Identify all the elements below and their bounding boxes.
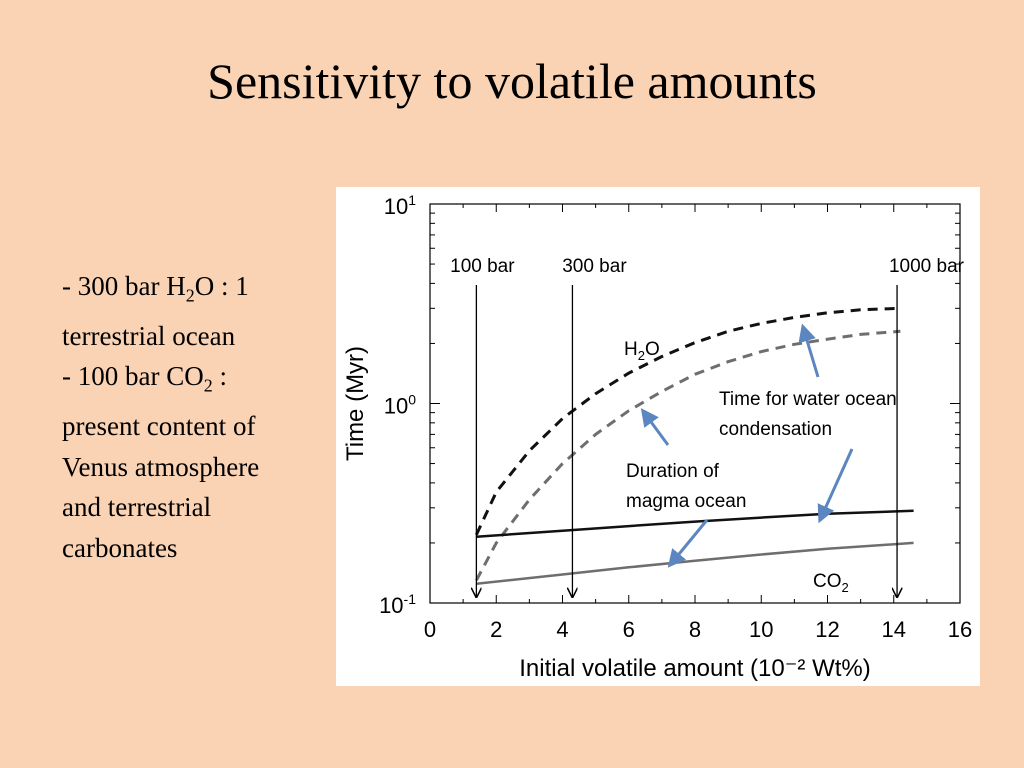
y-tick-label: 100: [384, 392, 416, 419]
arrow-magma-to-dashed: [640, 408, 670, 446]
series-line-solid-gray: [476, 541, 914, 585]
magma-annotation-line1: Duration of: [626, 461, 720, 482]
magma-annotation-line2: magma ocean: [626, 491, 746, 512]
series-line-dashed-black: [475, 306, 901, 536]
note-300-bar: - 300 bar H2O : 1 terrestrial ocean: [62, 266, 302, 356]
note-300-suffix: O :: [194, 271, 229, 301]
slide-title: Sensitivity to volatile amounts: [207, 53, 817, 109]
note-100-rest: present content of Venus atmosphere and …: [62, 411, 260, 563]
note-300-rest: 1 terrestrial ocean: [62, 271, 249, 351]
y-tick-label: 10-1: [379, 591, 416, 618]
x-tick-label: 8: [689, 617, 701, 642]
marker-label: 300 bar: [562, 256, 627, 277]
chart-svg: 0 2 4 6 8 10 12 14 16 101 100 10-1 Initial volatile …: [342, 192, 972, 682]
x-tick-label: 2: [490, 617, 502, 642]
y-tick-label: 101: [384, 192, 416, 219]
marker-label: 1000 bar: [889, 256, 965, 277]
water-annotation-line1: Time for water ocean: [719, 389, 897, 410]
water-annotation-line2: condensation: [719, 419, 832, 440]
y-axis-label: Time (Myr): [342, 346, 369, 461]
x-tick-label: 16: [948, 617, 972, 642]
note-300-prefix: - 300 bar H: [62, 271, 186, 301]
notes-text: - 300 bar H2O : 1 terrestrial ocean - 10…: [62, 266, 302, 568]
h2o-label: H2O: [624, 339, 660, 363]
note-100-suffix: :: [212, 361, 227, 392]
co2-label: CO2: [813, 571, 849, 595]
x-tick-label: 0: [424, 617, 436, 642]
note-100-sub: 2: [203, 375, 213, 396]
series-line-dashed-gray: [475, 329, 901, 582]
x-tick-label: 14: [882, 617, 906, 642]
x-axis-label: Initial volatile amount (10⁻² Wt%): [519, 655, 870, 682]
marker-label: 100 bar: [450, 256, 515, 277]
x-tick-label: 10: [749, 617, 773, 642]
arrow-water-to-h2o-line: [817, 448, 854, 524]
chart-panel: 0 2 4 6 8 10 12 14 16 101 100 10-1 Initial volatile …: [336, 187, 980, 686]
arrow-magma-to-co2-line: [667, 519, 709, 568]
note-100-prefix: - 100 bar CO: [62, 361, 204, 392]
x-tick-label: 4: [556, 617, 568, 642]
note-300-sub: 2: [185, 285, 195, 306]
x-tick-label: 6: [623, 617, 635, 642]
x-tick-label: 12: [815, 617, 839, 642]
arrow-water-to-h2o-curve: [798, 323, 820, 378]
note-100-bar: - 100 bar CO2 : present content of Venus…: [62, 356, 302, 568]
